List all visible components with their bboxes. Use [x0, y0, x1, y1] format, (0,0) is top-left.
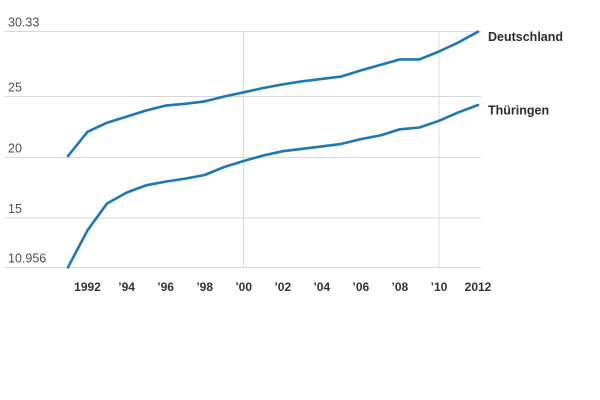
x-axis-tick-label: ’06	[353, 280, 370, 294]
series-label-deutschland: Deutschland	[488, 30, 563, 44]
x-axis-tick-label: ’98	[196, 280, 213, 294]
y-axis-tick-label: 10.956	[8, 251, 46, 265]
x-axis-tick-label: ’04	[313, 280, 330, 294]
x-axis-tick-label: ’02	[274, 280, 291, 294]
x-axis-tick-label: 2012	[465, 280, 492, 294]
x-axis-tick-label: ’00	[235, 280, 252, 294]
series-line-thueringen	[66, 103, 480, 269]
x-axis-tick-label: ’96	[157, 280, 174, 294]
series-label-thueringen: Thüringen	[488, 103, 549, 117]
y-axis-tick-label: 25	[8, 81, 22, 95]
y-axis-tick-label: 15	[8, 202, 22, 216]
series-line-deutschland	[66, 30, 480, 158]
y-axis-tick-label: 30.33	[8, 16, 39, 30]
x-axis-tick-label: ’10	[431, 280, 448, 294]
x-axis-tick-label: ’08	[392, 280, 409, 294]
x-axis-tick-label: ’94	[118, 280, 135, 294]
y-axis-tick-label: 20	[8, 141, 22, 155]
x-axis-tick-label: 1992	[74, 280, 101, 294]
